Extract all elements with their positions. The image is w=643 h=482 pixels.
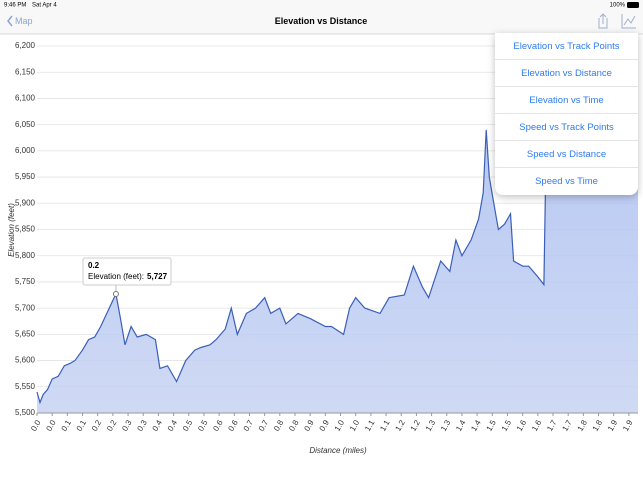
area-line [36, 97, 639, 405]
menu-item[interactable]: Speed vs Track Points [495, 114, 638, 141]
x-tick-label: 0.2 [105, 418, 119, 433]
y-tick-label: 5,950 [15, 172, 36, 181]
x-tick-label: 1.8 [576, 418, 590, 433]
y-tick-label: 6,100 [15, 94, 36, 103]
x-tick-label: 1.2 [393, 418, 407, 433]
y-tick-label: 5,850 [15, 225, 36, 234]
tooltip-series-label: Elevation (feet): [88, 272, 144, 281]
x-tick-label: 1.5 [500, 418, 514, 433]
nav-title: Elevation vs Distance [275, 16, 368, 26]
x-tick-label: 0.2 [90, 418, 104, 433]
status-time: 9:46 PM [4, 3, 26, 9]
y-tick-label: 5,800 [15, 251, 36, 260]
y-axis-title: Elevation (feet) [7, 203, 16, 257]
x-tick-label: 0.0 [29, 418, 43, 433]
x-tick-label: 1.7 [545, 418, 559, 433]
x-tick-label: 1.9 [606, 418, 620, 433]
share-icon[interactable] [598, 13, 608, 29]
x-tick-label: 0.6 [211, 418, 225, 433]
x-tick-label: 1.5 [485, 418, 499, 433]
x-tick-label: 0.5 [196, 418, 210, 433]
x-tick-label: 0.3 [120, 418, 134, 433]
back-button[interactable]: Map [15, 16, 33, 26]
x-tick-label: 1.6 [515, 418, 529, 433]
tooltip-x: 0.2 [88, 261, 100, 270]
y-tick-label: 6,000 [15, 146, 36, 155]
nav-background [0, 0, 643, 34]
status-battery: 100% [610, 3, 626, 9]
y-tick-label: 6,200 [15, 41, 36, 50]
menu-item[interactable]: Elevation vs Distance [495, 60, 638, 87]
x-tick-label: 1.0 [333, 418, 347, 433]
x-tick-label: 0.1 [60, 418, 74, 433]
chart-menu-icon[interactable] [621, 14, 636, 29]
y-tick-label: 5,600 [15, 356, 36, 365]
tooltip-box [82, 257, 172, 286]
menu-item[interactable]: Elevation vs Track Points [495, 33, 638, 60]
x-tick-label: 0.4 [166, 418, 180, 433]
y-tick-label: 6,050 [15, 120, 36, 129]
x-tick-label: 0.6 [227, 418, 241, 433]
x-tick-label: 1.1 [363, 418, 377, 433]
status-date: Sat Apr 4 [32, 3, 57, 9]
x-tick-label: 0.7 [242, 418, 256, 433]
x-tick-label: 1.3 [424, 418, 438, 433]
highlight-marker [112, 290, 119, 297]
x-tick-label: 1.1 [378, 418, 392, 433]
y-tick-label: 5,900 [15, 198, 36, 207]
chart-type-menu: Elevation vs Track Points Elevation vs Di… [495, 33, 638, 195]
y-tick-label: 5,750 [15, 277, 36, 286]
x-tick-label: 1.3 [439, 418, 453, 433]
x-tick-label: 0.8 [272, 418, 286, 433]
x-tick-label: 0.0 [44, 418, 58, 433]
x-tick-label: 0.4 [151, 418, 165, 433]
x-tick-label: 1.9 [621, 418, 635, 433]
x-tick-label: 0.7 [257, 418, 271, 433]
x-tick-label: 1.7 [560, 418, 574, 433]
tooltip-value-row: Elevation (feet): 5,727 [88, 272, 168, 281]
y-tick-label: 5,500 [15, 408, 36, 417]
x-axis-title: Distance (miles) [309, 446, 367, 455]
x-tick-label: 1.6 [530, 418, 544, 433]
x-tick-label: 0.3 [135, 418, 149, 433]
x-tick-label: 1.8 [591, 418, 605, 433]
y-tick-label: 5,700 [15, 303, 36, 312]
x-tick-label: 0.5 [181, 418, 195, 433]
back-chevron[interactable] [7, 15, 13, 27]
x-tick-label: 1.4 [454, 418, 468, 433]
tooltip-value: 5,727 [147, 272, 168, 281]
menu-item[interactable]: Elevation vs Time [495, 87, 638, 114]
x-tick-label: 0.8 [287, 418, 301, 433]
menu-item[interactable]: Speed vs Distance [495, 141, 638, 168]
x-tick-label: 1.2 [409, 418, 423, 433]
x-tick-label: 0.9 [318, 418, 332, 433]
x-tick-label: 0.9 [302, 418, 316, 433]
battery-icon [627, 2, 639, 8]
menu-item[interactable]: Speed vs Time [535, 176, 598, 187]
x-tick-label: 0.1 [75, 418, 89, 433]
area-fill [37, 98, 638, 414]
y-tick-label: 5,650 [15, 329, 36, 338]
x-tick-label: 1.4 [469, 418, 483, 433]
y-tick-label: 6,150 [15, 67, 36, 76]
y-tick-label: 5,550 [15, 382, 36, 391]
x-tick-label: 1.0 [348, 418, 362, 433]
